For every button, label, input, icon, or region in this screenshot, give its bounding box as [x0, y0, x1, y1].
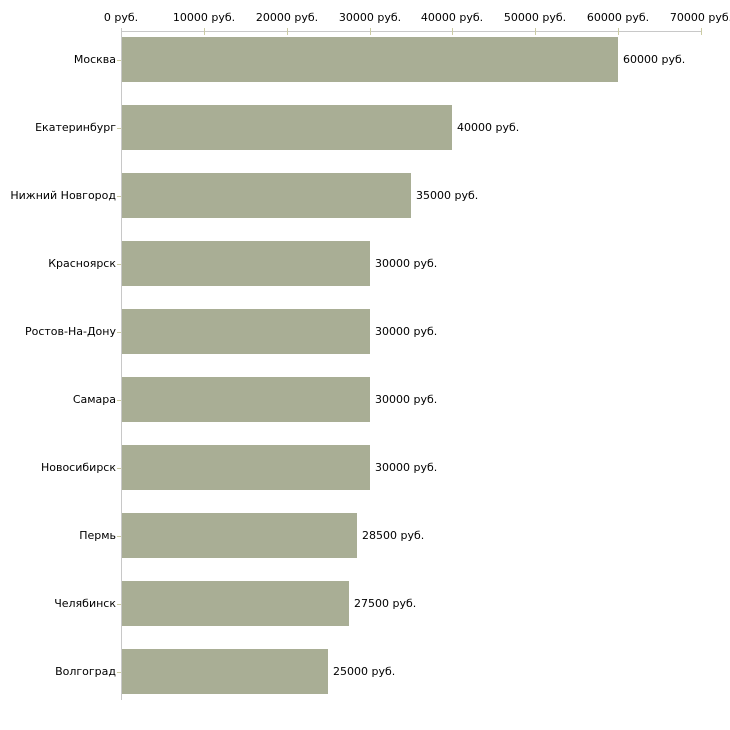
bar: [122, 173, 411, 218]
category-tick: [117, 536, 121, 537]
category-label: Ростов-На-Дону: [24, 325, 116, 338]
category-label: Новосибирск: [40, 461, 116, 474]
category-tick: [117, 400, 121, 401]
category-label: Пермь: [79, 529, 116, 542]
x-tick-label: 50000 руб.: [503, 11, 567, 24]
bar: [122, 513, 357, 558]
x-tick: [287, 28, 288, 35]
category-label: Челябинск: [54, 597, 116, 610]
x-tick-label: 70000 руб.: [669, 11, 730, 24]
bar: [122, 241, 370, 286]
x-tick-label: 40000 руб.: [420, 11, 484, 24]
y-axis-line: [121, 28, 122, 700]
x-tick: [618, 28, 619, 35]
x-tick: [535, 28, 536, 35]
bar-value-label: 27500 руб.: [354, 597, 417, 610]
bar-value-label: 28500 руб.: [362, 529, 425, 542]
bar-value-label: 40000 руб.: [457, 121, 520, 134]
bar-value-label: 60000 руб.: [623, 53, 686, 66]
x-tick-label: 30000 руб.: [338, 11, 402, 24]
bar: [122, 37, 618, 82]
bar: [122, 581, 349, 626]
bar: [122, 309, 370, 354]
category-label: Волгоград: [55, 665, 116, 678]
category-label: Москва: [73, 53, 116, 66]
bar: [122, 649, 328, 694]
category-tick: [117, 604, 121, 605]
bar-value-label: 30000 руб.: [375, 461, 438, 474]
bar-value-label: 30000 руб.: [375, 257, 438, 270]
category-label: Красноярск: [48, 257, 116, 270]
bar-value-label: 35000 руб.: [416, 189, 479, 202]
category-tick: [117, 128, 121, 129]
x-tick: [701, 28, 702, 35]
category-tick: [117, 196, 121, 197]
bar: [122, 377, 370, 422]
x-axis-line: [121, 31, 701, 32]
x-tick-label: 0 руб.: [103, 11, 139, 24]
category-tick: [117, 468, 121, 469]
category-tick: [117, 332, 121, 333]
category-label: Нижний Новгород: [10, 189, 116, 202]
x-tick: [370, 28, 371, 35]
category-tick: [117, 672, 121, 673]
category-label: Самара: [72, 393, 116, 406]
bar: [122, 445, 370, 490]
x-tick: [204, 28, 205, 35]
bar-value-label: 30000 руб.: [375, 393, 438, 406]
x-tick: [452, 28, 453, 35]
category-tick: [117, 264, 121, 265]
bar-value-label: 30000 руб.: [375, 325, 438, 338]
bar-value-label: 25000 руб.: [333, 665, 396, 678]
bar: [122, 105, 452, 150]
x-tick-label: 20000 руб.: [255, 11, 319, 24]
x-tick-label: 60000 руб.: [586, 11, 650, 24]
category-tick: [117, 60, 121, 61]
category-label: Екатеринбург: [35, 121, 116, 134]
x-tick-label: 10000 руб.: [172, 11, 236, 24]
